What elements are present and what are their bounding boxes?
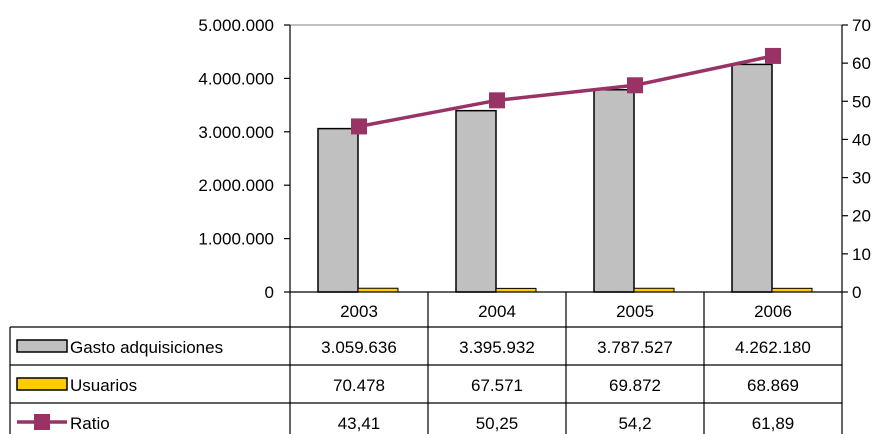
y-right-tick-label: 40	[852, 130, 871, 149]
legend-label: Gasto adquisiciones	[70, 338, 223, 357]
y-right-tick-label: 10	[852, 245, 871, 264]
x-tick-label: 2006	[754, 302, 792, 321]
y-left-tick-label: 0	[265, 283, 274, 302]
y-right-tick-label: 70	[852, 16, 871, 35]
bar-gasto-2005	[593, 88, 635, 293]
bar-gasto-2006	[731, 63, 773, 293]
y-left-tick-label: 4.000.000	[198, 69, 274, 88]
table-cell: 68.869	[747, 376, 799, 395]
table-cell: 70.478	[333, 376, 385, 395]
table-cell: 50,25	[476, 414, 519, 433]
y-right-tick-label: 0	[852, 283, 861, 302]
table-cell: 69.872	[609, 376, 661, 395]
ratio-point-2003	[351, 118, 367, 135]
table-cell: 43,41	[338, 414, 381, 433]
ratio-point-2004	[489, 92, 505, 109]
bar-gasto-2004	[455, 109, 497, 293]
y-right-tick-label: 50	[852, 92, 871, 111]
legend-key-marker	[34, 414, 50, 430]
x-tick-label: 2003	[340, 302, 378, 321]
y-right-tick-label: 30	[852, 169, 871, 188]
table-cell: 3.059.636	[321, 338, 397, 357]
y-left-tick-label: 1.000.000	[198, 230, 274, 249]
y-left-tick-label: 5.000.000	[198, 16, 274, 35]
ratio-line	[358, 54, 774, 129]
legend-label: Usuarios	[70, 376, 137, 395]
bar-gasto-2003	[317, 127, 359, 293]
y-left-tick-label: 3.000.000	[198, 123, 274, 142]
table-cell: 3.395.932	[459, 338, 535, 357]
y-left-tick-label: 2.000.000	[198, 176, 274, 195]
legend-label: Ratio	[70, 414, 110, 433]
legend-key-1	[16, 377, 68, 391]
ratio-point-2006	[765, 47, 781, 64]
x-tick-label: 2005	[616, 302, 654, 321]
table-cell: 54,2	[618, 414, 651, 433]
y-right-tick-label: 20	[852, 207, 871, 226]
ratio-point-2005	[627, 77, 643, 94]
legend-key-0	[16, 339, 68, 353]
table-cell: 67.571	[471, 376, 523, 395]
table-cell: 3.787.527	[597, 338, 673, 357]
y-right-tick-label: 60	[852, 54, 871, 73]
table-cell: 61,89	[752, 414, 795, 433]
x-tick-label: 2004	[478, 302, 516, 321]
table-cell: 4.262.180	[735, 338, 811, 357]
